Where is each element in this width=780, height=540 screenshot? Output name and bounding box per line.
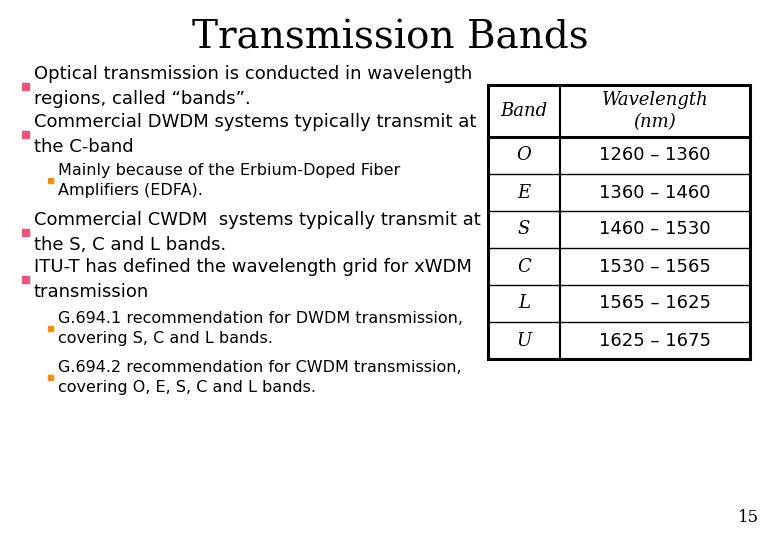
Text: L: L	[518, 294, 530, 313]
Text: 1460 – 1530: 1460 – 1530	[599, 220, 711, 239]
Text: G.694.2 recommendation for CWDM transmission,
covering O, E, S, C and L bands.: G.694.2 recommendation for CWDM transmis…	[58, 360, 462, 395]
Text: 1260 – 1360: 1260 – 1360	[599, 146, 711, 165]
Text: U: U	[516, 332, 531, 349]
Text: Optical transmission is conducted in wavelength
regions, called “bands”.: Optical transmission is conducted in wav…	[34, 65, 472, 107]
Text: 1625 – 1675: 1625 – 1675	[599, 332, 711, 349]
Text: ITU-T has defined the wavelength grid for xWDM
transmission: ITU-T has defined the wavelength grid fo…	[34, 258, 472, 301]
Bar	[22, 229, 29, 236]
Text: G.694.1 recommendation for DWDM transmission,
covering S, C and L bands.: G.694.1 recommendation for DWDM transmis…	[58, 311, 463, 346]
Text: 1360 – 1460: 1360 – 1460	[599, 184, 711, 201]
Text: 1565 – 1625: 1565 – 1625	[599, 294, 711, 313]
Bar	[22, 131, 29, 138]
Bar	[48, 375, 53, 380]
Bar	[22, 276, 29, 283]
Bar	[48, 178, 53, 183]
Text: Commercial CWDM  systems typically transmit at
the S, C and L bands.: Commercial CWDM systems typically transm…	[34, 211, 480, 254]
Text: 1530 – 1565: 1530 – 1565	[599, 258, 711, 275]
Text: Band: Band	[501, 102, 548, 120]
Text: Mainly because of the Erbium-Doped Fiber
Amplifiers (EDFA).: Mainly because of the Erbium-Doped Fiber…	[58, 163, 400, 198]
Text: C: C	[517, 258, 531, 275]
Bar	[48, 326, 53, 331]
Text: Transmission Bands: Transmission Bands	[192, 19, 588, 57]
Bar	[22, 83, 29, 90]
Bar	[488, 85, 750, 359]
Text: Commercial DWDM systems typically transmit at
the C-band: Commercial DWDM systems typically transm…	[34, 113, 477, 156]
Text: O: O	[516, 146, 531, 165]
Text: 15: 15	[737, 509, 759, 526]
Text: E: E	[517, 184, 530, 201]
Text: Wavelength
(nm): Wavelength (nm)	[601, 91, 708, 131]
Text: S: S	[518, 220, 530, 239]
